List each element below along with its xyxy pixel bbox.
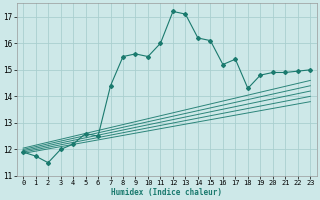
X-axis label: Humidex (Indice chaleur): Humidex (Indice chaleur): [111, 188, 222, 197]
